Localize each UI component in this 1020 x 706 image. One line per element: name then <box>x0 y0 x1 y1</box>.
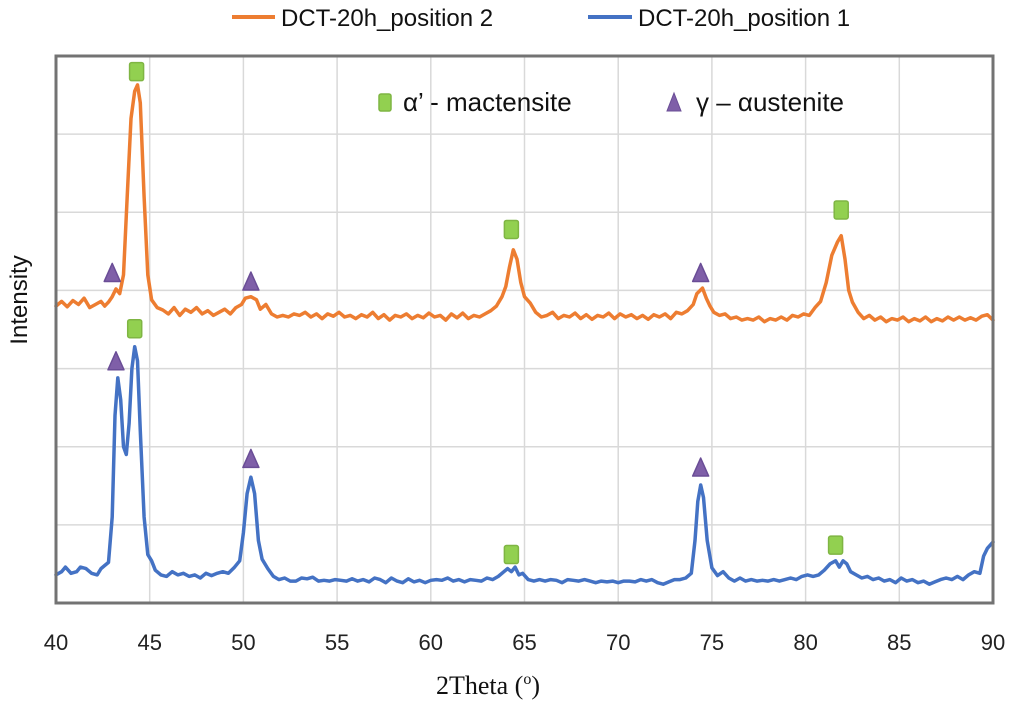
x-tick-label-65: 65 <box>512 630 536 655</box>
gridlines <box>56 56 993 603</box>
martensite-peak-marker <box>827 535 844 555</box>
x-tick-label-55: 55 <box>325 630 349 655</box>
x-axis-title-sup: o <box>523 671 531 688</box>
series-layer <box>54 83 995 586</box>
martensite-peak-marker <box>833 200 849 220</box>
x-axis-title-main: 2Theta ( <box>436 671 523 700</box>
triangle-marker-icon <box>666 91 682 112</box>
x-tick-label-85: 85 <box>887 630 911 655</box>
x-axis-title: 2Theta (o) <box>436 671 540 700</box>
austenite-peak-marker <box>107 351 125 371</box>
x-tick-label-80: 80 <box>793 630 817 655</box>
x-axis-title-close: ) <box>531 671 540 700</box>
austenite-peak-marker <box>691 262 710 283</box>
x-tick-label-40: 40 <box>44 630 68 655</box>
marker-legend-label-austenite: γ – αustenite <box>696 87 844 117</box>
series-line-position-2 <box>54 83 995 324</box>
austenite-peak-marker <box>103 262 121 283</box>
x-tick-labels: 40 45 50 55 60 65 70 75 80 85 90 <box>44 630 1005 655</box>
x-tick-label-90: 90 <box>981 630 1005 655</box>
legend-label-position-1: DCT-20h_position 1 <box>638 5 850 32</box>
marker-legend: α’ - mactensite γ – αustenite <box>378 87 844 117</box>
martensite-peak-marker <box>126 318 143 339</box>
marker-legend-label-martensite: α’ - mactensite <box>403 87 572 117</box>
austenite-peak-marker <box>242 271 260 291</box>
x-tick-label-45: 45 <box>137 630 161 655</box>
x-tick-label-50: 50 <box>231 630 255 655</box>
x-tick-label-75: 75 <box>700 630 724 655</box>
austenite-peak-marker <box>691 457 710 477</box>
x-tick-label-70: 70 <box>606 630 630 655</box>
square-marker-icon <box>378 93 392 112</box>
series-line-position-1 <box>54 344 995 586</box>
martensite-peak-marker <box>128 61 145 82</box>
plot-frame <box>54 54 995 605</box>
x-tick-label-60: 60 <box>419 630 443 655</box>
peak-annotations <box>103 61 849 565</box>
martensite-peak-marker <box>503 219 520 240</box>
austenite-peak-marker <box>242 448 260 469</box>
series-legend: DCT-20h_position 2 DCT-20h_position 1 <box>232 5 850 32</box>
y-axis-title: Intensity <box>6 255 33 344</box>
legend-label-position-2: DCT-20h_position 2 <box>281 5 493 32</box>
martensite-peak-marker <box>503 544 520 565</box>
